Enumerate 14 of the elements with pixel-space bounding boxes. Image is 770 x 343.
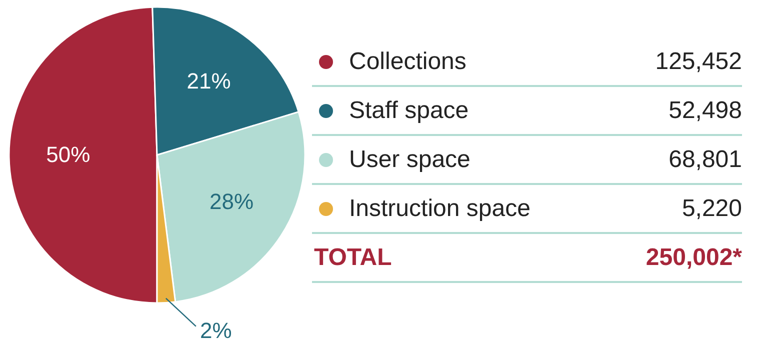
text: 52,498 bbox=[668, 96, 742, 124]
data-label: 50% bbox=[46, 142, 90, 168]
legend-label: Staff space bbox=[349, 96, 470, 124]
data-label: 21% bbox=[186, 68, 231, 94]
text: 125,452 bbox=[655, 48, 742, 76]
data-label: 28% bbox=[209, 189, 254, 214]
text: 68,801 bbox=[668, 146, 742, 174]
data-label: 2% bbox=[200, 318, 232, 343]
text: 5,220 bbox=[682, 194, 742, 222]
legend-label: Collections bbox=[349, 48, 468, 76]
text: TOTAL bbox=[314, 244, 393, 272]
text: 250,002* bbox=[646, 244, 742, 272]
legend-label: User space bbox=[349, 146, 472, 174]
legend-label: Instruction space bbox=[349, 194, 532, 222]
